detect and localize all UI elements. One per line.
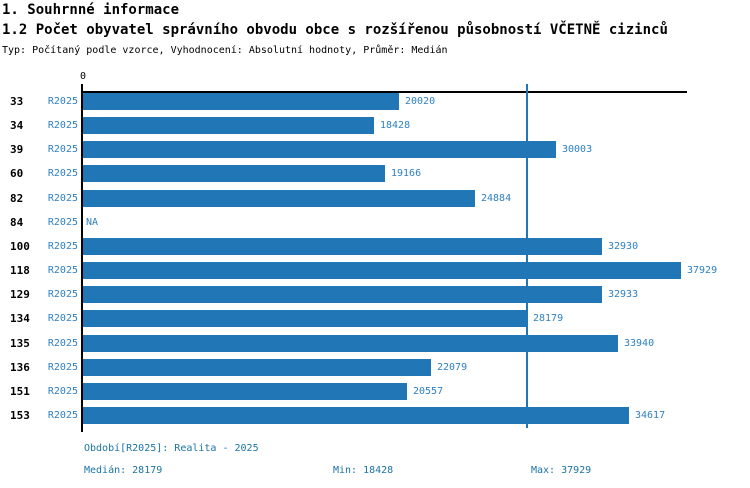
row-series-label: R2025 xyxy=(47,241,78,252)
row-category-label: 100 xyxy=(10,240,30,253)
bar-value-label: 34617 xyxy=(635,410,666,421)
footer-median: Medián: 28179 xyxy=(84,465,163,476)
row-series-label: R2025 xyxy=(47,120,78,131)
row-category-label: 33 xyxy=(10,95,24,108)
bar-value-label: 20557 xyxy=(413,386,444,397)
bar xyxy=(83,141,556,158)
bar-value-label: 22079 xyxy=(437,362,468,373)
bar-value-label: 28179 xyxy=(533,313,564,324)
row-category-label: 60 xyxy=(10,167,24,180)
axis-left-line xyxy=(81,91,83,432)
bar-value-label: 30003 xyxy=(562,144,593,155)
row-series-label: R2025 xyxy=(47,313,78,324)
row-series-label: R2025 xyxy=(47,193,78,204)
bar-value-label: 32933 xyxy=(608,289,639,300)
bar xyxy=(83,93,399,110)
bar-na-label: NA xyxy=(86,217,99,228)
bar-value-label: 37929 xyxy=(687,265,718,276)
bar xyxy=(83,286,602,303)
bar-value-label: 20020 xyxy=(405,96,436,107)
report-section-title: 1. Souhrnné informace xyxy=(2,2,180,18)
row-series-label: R2025 xyxy=(47,144,78,155)
row-category-label: 39 xyxy=(10,143,24,156)
bar xyxy=(83,359,431,376)
row-category-label: 135 xyxy=(10,337,30,350)
bar xyxy=(83,310,527,327)
row-series-label: R2025 xyxy=(47,338,78,349)
row-series-label: R2025 xyxy=(47,362,78,373)
median-line xyxy=(526,84,528,428)
row-series-label: R2025 xyxy=(47,265,78,276)
bar-value-label: 32930 xyxy=(608,241,639,252)
row-category-label: 82 xyxy=(10,192,24,205)
footer-min: Min: 18428 xyxy=(333,465,394,476)
bar xyxy=(83,383,407,400)
row-category-label: 134 xyxy=(10,312,30,325)
bar xyxy=(83,335,618,352)
row-category-label: 129 xyxy=(10,288,30,301)
bar xyxy=(83,190,475,207)
row-category-label: 118 xyxy=(10,264,30,277)
report-meta-line: Typ: Počítaný podle vzorce, Vyhodnocení:… xyxy=(2,45,448,56)
footer-max: Max: 37929 xyxy=(531,465,592,476)
bar-value-label: 18428 xyxy=(380,120,411,131)
axis-tick xyxy=(81,84,83,92)
row-series-label: R2025 xyxy=(47,217,78,228)
bar xyxy=(83,262,681,279)
row-series-label: R2025 xyxy=(47,289,78,300)
bar-value-label: 24884 xyxy=(481,193,512,204)
bar-value-label: 33940 xyxy=(624,338,655,349)
row-category-label: 34 xyxy=(10,119,24,132)
bar xyxy=(83,407,629,424)
axis-zero-label: 0 xyxy=(79,71,87,82)
axis-top-line xyxy=(82,91,687,93)
row-series-label: R2025 xyxy=(47,96,78,107)
bar xyxy=(83,165,385,182)
row-series-label: R2025 xyxy=(47,168,78,179)
bar xyxy=(83,117,374,134)
bar xyxy=(83,238,602,255)
row-series-label: R2025 xyxy=(47,410,78,421)
row-category-label: 153 xyxy=(10,409,30,422)
footer-period: Období[R2025]: Realita - 2025 xyxy=(84,443,259,454)
row-series-label: R2025 xyxy=(47,386,78,397)
row-category-label: 84 xyxy=(10,216,24,229)
bar-value-label: 19166 xyxy=(391,168,422,179)
row-category-label: 151 xyxy=(10,385,30,398)
report-indicator-title: 1.2 Počet obyvatel správního obvodu obce… xyxy=(2,22,668,38)
row-category-label: 136 xyxy=(10,361,30,374)
